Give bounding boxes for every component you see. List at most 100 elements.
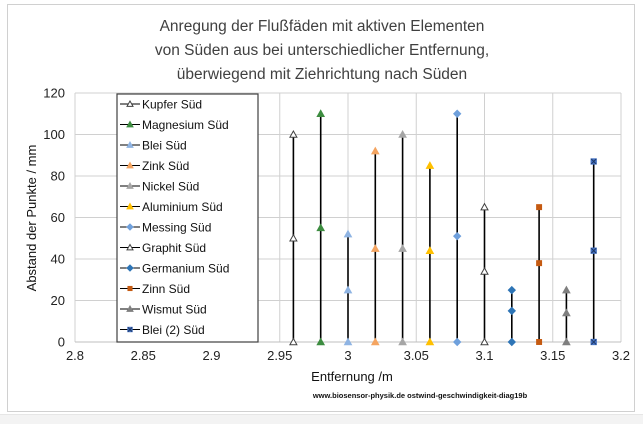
data-point [590, 247, 597, 254]
legend-label: Nickel Süd [142, 180, 199, 194]
data-point [126, 99, 134, 107]
legend-entry: Aluminium Süd [120, 200, 223, 214]
legend-box [116, 93, 259, 343]
legend-label: Zinn Süd [142, 282, 190, 296]
x-tick-label: 3.15 [540, 348, 565, 363]
legend-label: Magnesium Süd [142, 118, 229, 132]
y-tick-labels: 0 20 40 60 80 100 120 [43, 86, 65, 350]
legend-label: Zink Süd [142, 159, 189, 173]
data-point [316, 337, 326, 346]
series-1 [316, 109, 326, 346]
page-bottom-strip [0, 414, 643, 424]
legend-entry: Nickel Süd [120, 180, 199, 194]
y-tick-label: 120 [43, 86, 65, 101]
data-point [126, 264, 134, 272]
legend-entry: Blei Süd [120, 139, 187, 153]
x-tick-label: 2.8 [66, 348, 84, 363]
data-point-cross [590, 339, 597, 345]
legend-label: Messing Süd [142, 221, 211, 235]
data-point [343, 229, 353, 238]
x-tick-label: 2.9 [202, 348, 220, 363]
data-point [316, 109, 326, 118]
legend: Kupfer Süd Magnesium Süd Blei Süd Zink Süd N… [116, 93, 259, 343]
data-point [590, 158, 597, 165]
chart-title-line: überwiegend mit Ziehrichtung nach Süden [177, 66, 467, 83]
x-tick-labels: 2.8 2.85 2.9 2.95 3 3.05 3.1 3.15 3.2 [66, 348, 630, 363]
chart-title: Anregung der Flußfäden mit aktiven Eleme… [155, 18, 489, 83]
series-2 [343, 229, 353, 346]
legend-entry: Germanium Süd [120, 262, 229, 276]
data-point [480, 266, 489, 275]
data-point [398, 129, 407, 138]
data-point [127, 285, 133, 292]
legend-entry: Magnesium Süd [120, 118, 229, 132]
legend-entry: Messing Süd [120, 221, 211, 235]
y-tick-label: 60 [51, 210, 65, 225]
data-point [536, 204, 543, 211]
data-point [126, 161, 134, 169]
data-point [289, 337, 298, 346]
data-point [343, 337, 353, 346]
series-8 [507, 285, 517, 347]
data-point [536, 260, 543, 267]
data-point [126, 243, 134, 251]
x-tick-label: 3.05 [404, 348, 429, 363]
data-point [452, 231, 462, 241]
legend-entry: Zinn Süd [120, 282, 190, 296]
chart-title-line: von Süden aus bei unterschiedlicher Entf… [155, 42, 489, 59]
data-point [370, 337, 380, 346]
data-point [316, 223, 326, 232]
series-3 [370, 146, 380, 346]
data-point [452, 337, 462, 347]
legend-entry: Zink Süd [120, 159, 189, 173]
legend-label: Graphit Süd [142, 241, 206, 255]
data-point-cross [127, 327, 133, 332]
y-axis-title: Abstand der Punkte / mm [24, 145, 39, 292]
data-point [126, 304, 134, 312]
y-tick-label: 80 [51, 169, 65, 184]
data-point [126, 223, 134, 231]
data-point [536, 339, 543, 345]
x-tick-label: 2.85 [131, 348, 156, 363]
legend-label: Blei Süd [142, 139, 187, 153]
watermark: www.biosensor-physik.de ostwind-geschwin… [312, 391, 528, 400]
data-point [126, 202, 134, 210]
data-point [289, 129, 298, 138]
x-tick-label: 3.1 [475, 348, 493, 363]
series-7 [480, 202, 489, 346]
data-point-cross [590, 158, 597, 165]
legend-entry: Graphit Süd [120, 241, 206, 255]
series-0 [289, 129, 298, 346]
legend-entry: Blei (2) Süd [120, 323, 205, 337]
data-point [507, 306, 517, 316]
data-point [370, 146, 380, 155]
x-tick-label: 3 [344, 348, 351, 363]
legend-label: Aluminium Süd [142, 200, 223, 214]
data-point [480, 337, 489, 346]
series-10 [562, 285, 571, 346]
series-4 [398, 129, 407, 346]
legend-label: Blei (2) Süd [142, 323, 205, 337]
legend-label: Germanium Süd [142, 262, 229, 276]
legend-entry: Wismut Süd [120, 303, 207, 317]
series-6 [452, 109, 462, 347]
data-point [480, 202, 489, 211]
data-point [507, 285, 517, 295]
data-point [425, 337, 435, 346]
y-tick-label: 40 [51, 252, 65, 267]
series-11 [590, 158, 597, 346]
data-point [127, 326, 133, 333]
data-point [398, 337, 407, 346]
data-point-cross [590, 247, 597, 254]
chart-title-line: Anregung der Flußfäden mit aktiven Eleme… [160, 18, 485, 35]
data-point [507, 337, 517, 347]
x-tick-label: 2.95 [267, 348, 292, 363]
series-5 [425, 161, 435, 346]
data-point [343, 285, 353, 294]
data-point [398, 244, 407, 252]
data-point [590, 338, 597, 346]
data-point [562, 337, 571, 346]
y-tick-label: 100 [43, 127, 65, 142]
y-tick-label: 0 [58, 335, 65, 350]
